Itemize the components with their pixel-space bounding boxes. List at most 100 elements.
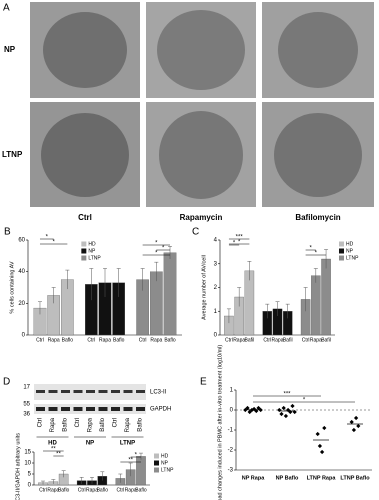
x-tick-label: Ctrl <box>302 337 310 343</box>
y-tick-label: 3 <box>214 261 218 267</box>
cell <box>159 111 243 199</box>
legend-label: LTNP <box>161 467 174 473</box>
band <box>123 390 133 393</box>
band <box>111 390 120 393</box>
x-tick-label: Bafil <box>245 337 255 343</box>
x-tick-label: Baflo <box>135 487 147 493</box>
legend-label: LTNP <box>346 255 359 261</box>
point <box>290 403 295 409</box>
point <box>319 449 325 455</box>
band-label: GAPDH <box>150 407 171 413</box>
sig-label: * <box>303 398 306 404</box>
y-tick-label: 60 <box>18 238 25 244</box>
x-tick-label: NP Rapa <box>242 475 265 481</box>
legend-label: NP <box>161 460 169 466</box>
x-tick-label: Ctrl <box>116 487 124 493</box>
sig-label: * <box>310 246 313 252</box>
y-tick-label: -1 <box>228 428 234 434</box>
bar <box>321 258 331 336</box>
column-label: Bafilomycin <box>295 213 340 222</box>
y-tick-label: 0 <box>214 333 218 339</box>
y-tick-label: 15 <box>24 450 31 456</box>
x-tick-label: Rapa <box>272 337 284 343</box>
band <box>98 407 108 411</box>
legend-label: LTNP <box>88 255 101 261</box>
lane-label: Rapa <box>50 417 56 432</box>
mw-marker: 36 <box>23 412 30 418</box>
group-label: HD <box>48 441 57 447</box>
legend-swatch <box>154 453 159 459</box>
x-tick-label: Ctrl <box>39 487 47 493</box>
x-tick-label: Baflo <box>164 337 176 343</box>
y-axis-label: Average number of AV/cell <box>201 255 207 320</box>
mw-marker: 55 <box>23 402 30 408</box>
sig-label: * <box>46 235 49 241</box>
y-tick-label: 5 <box>28 472 32 478</box>
y-tick-label: 0 <box>28 483 32 489</box>
band <box>73 407 83 411</box>
row-label: LTNP <box>2 150 23 159</box>
point <box>283 413 289 419</box>
mw-marker: 17 <box>23 385 30 391</box>
panel-letter: B <box>4 227 11 238</box>
legend-swatch <box>339 248 344 254</box>
y-axis-label: Viral load changes induced in PBMC after… <box>217 345 223 500</box>
sig-label: ** <box>51 447 56 453</box>
micrographs <box>30 2 374 207</box>
point <box>322 425 327 431</box>
legend-label: HD <box>346 241 354 247</box>
legend-swatch <box>339 241 344 247</box>
band <box>48 407 58 411</box>
legend-swatch <box>81 255 87 261</box>
bar <box>244 270 255 336</box>
legend-label: NP <box>88 248 96 254</box>
x-tick-label: Baflo <box>62 337 74 343</box>
y-axis-label: % cells containing AV <box>9 261 15 314</box>
sig-label: * <box>155 251 158 257</box>
band <box>73 390 83 393</box>
row-label: NP <box>4 45 16 54</box>
y-tick-label: -2 <box>228 448 234 454</box>
sig-label: *** <box>236 235 244 241</box>
point <box>315 431 320 437</box>
lane-label: Ctrl <box>75 418 81 427</box>
sig-label: *** <box>283 392 291 398</box>
sig-label: * <box>155 241 158 247</box>
point <box>353 415 359 421</box>
x-tick-label: Rapa <box>233 337 245 343</box>
cell <box>41 113 129 197</box>
x-tick-label: Ctrl <box>225 337 233 343</box>
lane-label: Ctrl <box>38 418 44 427</box>
y-tick-label: 2 <box>214 285 218 291</box>
x-tick-label: Baflo <box>97 487 109 493</box>
point <box>279 411 284 417</box>
band-label: LC3-II <box>150 390 167 396</box>
lane-label: Rapa <box>88 417 94 432</box>
y-tick-label: 20 <box>18 301 25 307</box>
x-tick-label: LTNP Rapa <box>307 475 337 481</box>
point <box>281 405 286 411</box>
y-tick-label: 0 <box>22 333 26 339</box>
band <box>98 390 108 393</box>
column-label: Ctrl <box>78 213 92 222</box>
sig-label: * <box>162 246 165 252</box>
lane-label: Ctrl <box>113 418 119 427</box>
legend-swatch <box>81 241 87 247</box>
y-tick-label: 4 <box>214 238 218 244</box>
x-tick-label: Bafil <box>321 337 331 343</box>
y-tick-label: 0 <box>230 408 234 414</box>
panel-letter: E <box>200 377 207 388</box>
sig-label: * <box>315 251 318 257</box>
band <box>61 407 70 411</box>
cell <box>43 12 127 88</box>
band <box>36 407 45 411</box>
x-tick-label: Rapa <box>86 487 98 493</box>
cell <box>157 10 245 90</box>
x-tick-label: Ctrl <box>263 337 271 343</box>
panel-letter: D <box>3 377 10 388</box>
legend-swatch <box>154 460 159 466</box>
bar <box>311 275 321 336</box>
column-label: Rapamycin <box>180 213 223 222</box>
x-tick-label: LTNP Baflo <box>340 475 370 481</box>
bar <box>163 252 177 336</box>
